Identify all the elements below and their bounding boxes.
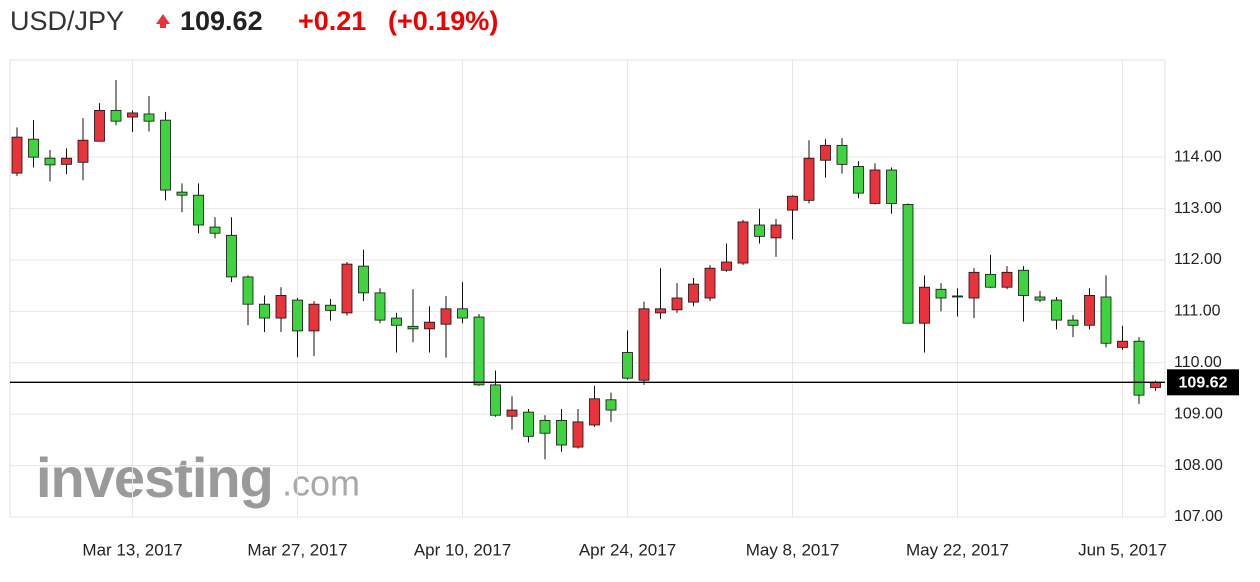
last-price-label: 109.62 bbox=[1179, 375, 1228, 392]
candle-body bbox=[638, 308, 650, 381]
candle-body bbox=[226, 234, 237, 278]
candle-body bbox=[1117, 340, 1128, 348]
candle-body bbox=[292, 299, 303, 332]
y-tick-label: 107.00 bbox=[1174, 508, 1223, 525]
candle-body bbox=[836, 144, 848, 165]
candle-body bbox=[193, 194, 204, 226]
last-price-box bbox=[1167, 369, 1239, 396]
candle-body bbox=[523, 411, 534, 437]
candle-body bbox=[28, 138, 39, 158]
candle-body bbox=[704, 267, 716, 299]
candle-body bbox=[820, 144, 831, 161]
candle-body bbox=[671, 297, 683, 311]
candle-body bbox=[407, 325, 419, 330]
candle-body bbox=[506, 409, 518, 417]
candle-body bbox=[473, 316, 485, 386]
change-percent: (+0.19%) bbox=[388, 6, 498, 36]
y-tick-label: 108.00 bbox=[1174, 457, 1223, 474]
y-tick-label: 114.00 bbox=[1174, 148, 1222, 165]
y-tick-label: 110.00 bbox=[1174, 354, 1222, 371]
candle-body bbox=[622, 352, 633, 379]
candle-body bbox=[457, 308, 468, 319]
y-tick-label: 109.00 bbox=[1174, 405, 1223, 422]
candle-body bbox=[275, 295, 287, 319]
x-tick-label: Apr 10, 2017 bbox=[414, 540, 511, 559]
x-tick-label: Mar 27, 2017 bbox=[247, 540, 347, 559]
candle-body bbox=[259, 303, 270, 319]
candle-body bbox=[589, 398, 600, 426]
price: 109.62 bbox=[180, 6, 263, 36]
y-tick-label: 112.00 bbox=[1174, 251, 1222, 268]
candle-body bbox=[77, 139, 89, 163]
y-tick-label: 111.00 bbox=[1174, 303, 1221, 320]
candle-body bbox=[688, 283, 699, 303]
candle-body bbox=[160, 119, 171, 191]
candle-body bbox=[127, 112, 138, 118]
candle-body bbox=[853, 166, 864, 194]
candle-body bbox=[869, 169, 881, 204]
candle-body bbox=[325, 304, 336, 311]
candle-body bbox=[1133, 340, 1145, 396]
candle-body bbox=[358, 265, 369, 294]
candle-body bbox=[539, 419, 551, 434]
candle-body bbox=[1034, 296, 1046, 301]
candle-body bbox=[242, 276, 254, 305]
x-tick-label: Jun 5, 2017 bbox=[1078, 540, 1167, 559]
candle-body bbox=[919, 286, 930, 324]
watermark: investing bbox=[36, 446, 273, 509]
candle-body bbox=[605, 399, 617, 411]
candle-body bbox=[968, 271, 980, 299]
x-tick-label: Apr 24, 2017 bbox=[579, 540, 676, 559]
candle-body bbox=[902, 204, 914, 324]
candle-body bbox=[1100, 296, 1112, 344]
candle-body bbox=[1001, 271, 1013, 288]
candle-body bbox=[1084, 295, 1095, 326]
candle-body bbox=[655, 308, 666, 314]
y-tick-label: 113.00 bbox=[1174, 200, 1222, 217]
candle-body bbox=[143, 113, 155, 122]
change: +0.21 bbox=[298, 6, 366, 36]
candle-body bbox=[176, 191, 188, 196]
candle-body bbox=[556, 419, 567, 446]
candle-body bbox=[1051, 299, 1062, 321]
candle-body bbox=[935, 288, 947, 299]
candle-body bbox=[308, 303, 320, 332]
candle-body bbox=[770, 224, 782, 239]
candle-body bbox=[490, 384, 501, 416]
candle-body bbox=[110, 109, 122, 122]
candle-body bbox=[787, 195, 798, 211]
candle-body bbox=[341, 263, 353, 314]
candle-body bbox=[1150, 381, 1161, 388]
candle-body bbox=[440, 308, 452, 325]
symbol: USD/JPY bbox=[10, 6, 124, 36]
x-tick-label: May 22, 2017 bbox=[906, 540, 1009, 559]
candle-body bbox=[374, 292, 386, 321]
candle-body bbox=[886, 169, 897, 204]
candle-body bbox=[424, 321, 435, 330]
candle-body bbox=[737, 221, 749, 264]
candle-body bbox=[94, 109, 105, 142]
candle-body bbox=[985, 273, 996, 288]
candle-body bbox=[11, 136, 23, 174]
candle-body bbox=[61, 157, 72, 165]
candle-body bbox=[572, 421, 584, 448]
candle-body bbox=[44, 157, 56, 166]
candle-body bbox=[1067, 319, 1079, 326]
candle-body bbox=[721, 261, 732, 271]
x-tick-label: May 8, 2017 bbox=[746, 540, 840, 559]
candle-body bbox=[952, 295, 963, 298]
candle-body bbox=[803, 157, 815, 201]
candle-body bbox=[754, 224, 765, 237]
candle-body bbox=[209, 226, 221, 234]
watermark: .com bbox=[282, 463, 360, 504]
up-arrow-icon bbox=[156, 14, 170, 28]
candle-body bbox=[391, 317, 402, 326]
x-tick-label: Mar 13, 2017 bbox=[82, 540, 182, 559]
candle-body bbox=[1018, 269, 1029, 296]
